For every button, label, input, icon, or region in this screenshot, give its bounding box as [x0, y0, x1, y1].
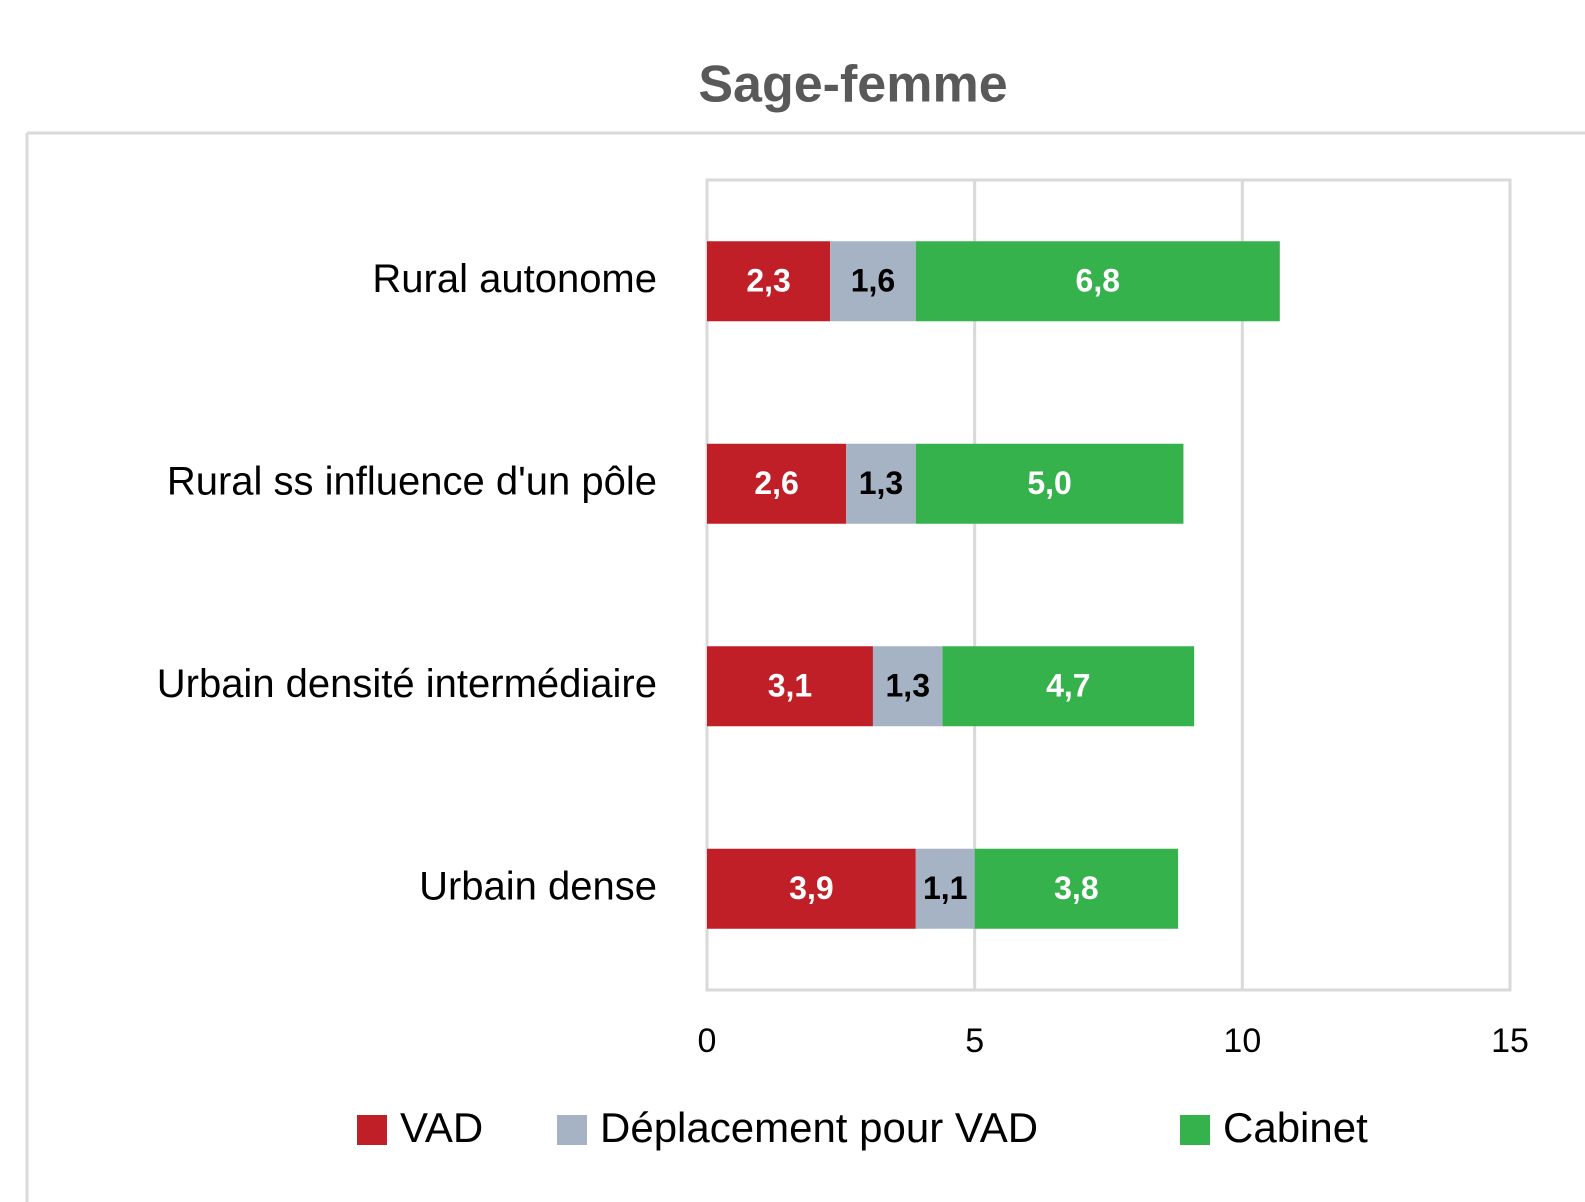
y-tick-label: Rural ss influence d'un pôle: [167, 459, 657, 503]
x-tick-label: 10: [1223, 1022, 1261, 1060]
data-label: 4,7: [1046, 668, 1090, 704]
data-label: 3,9: [789, 870, 833, 906]
data-label: 2,6: [754, 465, 798, 501]
legend-label: Cabinet: [1223, 1104, 1368, 1151]
data-label: 1,3: [886, 668, 930, 704]
legend-swatch: [557, 1115, 587, 1145]
bar-segment: [915, 443, 1184, 524]
legend-label: VAD: [400, 1104, 483, 1151]
y-tick-label: Urbain densité intermédiaire: [157, 662, 657, 706]
data-label: 6,8: [1076, 263, 1120, 299]
bar-segment: [707, 241, 831, 322]
bar-segment: [915, 848, 975, 929]
x-tick-label: 5: [965, 1022, 984, 1060]
data-label: 2,3: [746, 263, 790, 299]
data-label: 1,3: [859, 465, 903, 501]
legend-label: Déplacement pour VAD: [600, 1104, 1038, 1151]
y-tick-label: Rural autonome: [372, 257, 657, 301]
x-tick-label: 15: [1491, 1022, 1529, 1060]
bar-segment: [846, 443, 916, 524]
data-label: 5,0: [1027, 465, 1071, 501]
data-label: 1,1: [923, 870, 967, 906]
bar-segment: [707, 848, 916, 929]
data-label: 1,6: [851, 263, 895, 299]
bar-segment: [830, 241, 916, 322]
bar-segment: [707, 443, 847, 524]
data-label: 3,8: [1054, 870, 1098, 906]
bar-segment: [707, 646, 873, 727]
bar-segment: [872, 646, 943, 727]
legend-swatch: [1180, 1115, 1210, 1145]
data-label: 3,1: [768, 668, 812, 704]
x-tick-label: 0: [698, 1022, 717, 1060]
bar-segment: [942, 646, 1195, 727]
chart-title: Sage-femme: [698, 56, 1007, 114]
bar-segment: [915, 241, 1280, 322]
legend-swatch: [357, 1115, 387, 1145]
y-tick-label: Urbain dense: [419, 864, 657, 908]
bar-segment: [974, 848, 1179, 929]
